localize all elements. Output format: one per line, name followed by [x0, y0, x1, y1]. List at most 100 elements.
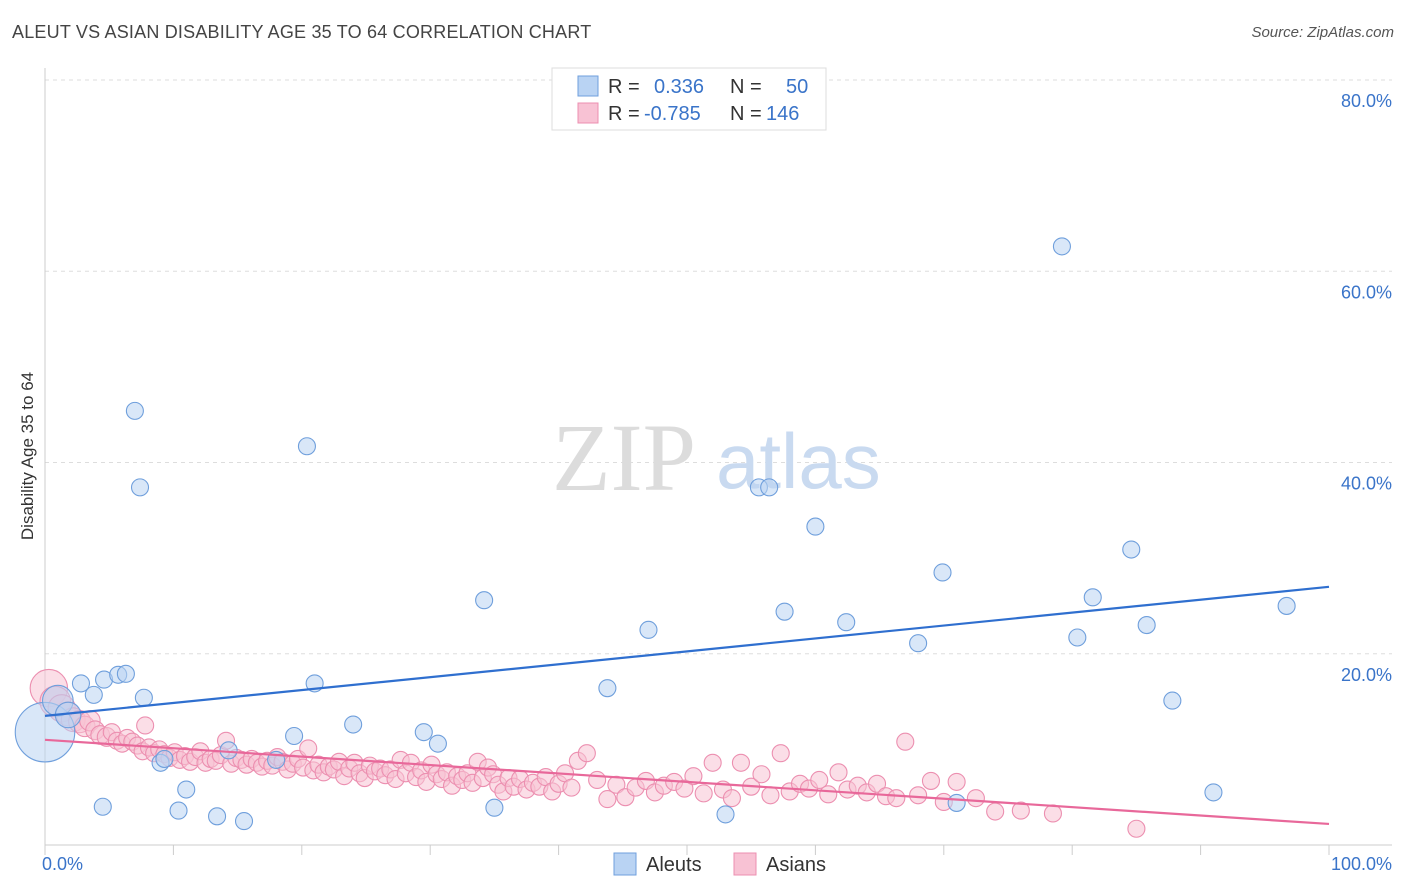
y-tick-labels: 20.0% 40.0% 60.0% 80.0%: [1341, 91, 1392, 685]
aleut-point-37: [933, 563, 952, 582]
watermark-zip: ZIP: [552, 404, 696, 511]
series-legend: Aleuts Asians: [613, 852, 826, 876]
stats-r-value-asian: -0.785: [644, 103, 701, 125]
asian-point-117: [731, 753, 750, 772]
aleut-point-44: [1163, 691, 1182, 710]
legend-label-asians: Asians: [766, 854, 826, 876]
aleut-point-13: [155, 749, 174, 768]
aleut-point-10: [130, 478, 150, 497]
aleut-trend-line: [44, 585, 1330, 718]
aleut-point-14: [169, 801, 188, 820]
asian-point-101: [577, 744, 596, 763]
aleut-point-21: [297, 437, 316, 456]
asian-point-134: [896, 732, 915, 751]
data-points: [14, 237, 1296, 838]
aleut-point-46: [1277, 596, 1296, 615]
stats-n-value-aleut: 50: [786, 76, 808, 98]
stats-legend-swatch-aleut: [577, 75, 599, 97]
legend-swatch-aleuts: [613, 852, 637, 876]
asian-point-113: [694, 784, 713, 803]
x-tick-label-max: 100.0%: [1331, 854, 1392, 874]
y-tick-label-60: 60.0%: [1341, 282, 1392, 302]
x-tick-labels: 0.0% 100.0%: [42, 854, 1392, 874]
aleut-point-33: [775, 602, 794, 621]
aleut-point-34: [806, 517, 825, 536]
aleut-point-16: [208, 807, 227, 826]
aleut-point-11: [134, 688, 153, 707]
aleut-point-28: [598, 679, 617, 698]
aleut-point-17: [219, 741, 238, 760]
asian-point-139: [966, 789, 985, 808]
aleut-point-27: [485, 798, 504, 817]
aleut-point-15: [177, 780, 196, 799]
x-tick-label-min: 0.0%: [42, 854, 83, 874]
stats-legend: R = 0.336 N = 50 R = -0.785 N = 146: [551, 67, 827, 131]
aleut-point-36: [909, 634, 928, 653]
stats-r-label-aleut: R =: [608, 76, 640, 98]
stats-r-label-asian: R =: [608, 103, 640, 125]
asian-point-141: [1011, 801, 1030, 820]
aleut-point-38: [947, 793, 966, 812]
x-axis-ticks: [44, 845, 1330, 855]
aleut-point-18: [234, 812, 254, 831]
aleut-point-32: [760, 478, 779, 497]
y-tick-label-80: 80.0%: [1341, 91, 1392, 111]
asian-point-135: [909, 786, 928, 805]
aleut-point-24: [414, 723, 433, 742]
grid-lines: [45, 79, 1392, 655]
stats-legend-swatch-asian: [577, 102, 599, 124]
aleut-point-42: [1122, 540, 1141, 559]
aleut-point-41: [1083, 588, 1102, 607]
asian-point-103: [598, 790, 617, 809]
watermark-atlas: atlas: [716, 417, 881, 505]
aleut-point-39: [1052, 237, 1071, 256]
stats-n-label-asian: N =: [730, 103, 762, 125]
asian-point-133: [887, 789, 906, 808]
aleut-point-4: [84, 685, 103, 704]
asian-point-140: [986, 802, 1005, 821]
aleut-point-20: [285, 726, 304, 746]
asian-point-121: [771, 744, 790, 763]
asian-point-136: [921, 771, 941, 790]
aleut-point-40: [1068, 628, 1087, 647]
asian-point-114: [703, 753, 722, 772]
asian-point-126: [819, 785, 838, 804]
aleut-point-26: [475, 591, 494, 610]
watermark: ZIP atlas: [552, 404, 881, 511]
asian-point-131: [867, 774, 887, 793]
asian-point-120: [761, 786, 780, 805]
aleut-point-5: [93, 797, 112, 816]
legend-label-aleuts: Aleuts: [646, 854, 702, 876]
asian-point-111: [675, 779, 694, 798]
aleut-point-8: [116, 664, 135, 683]
asian-point-116: [722, 789, 741, 808]
chart-title: ALEUT VS ASIAN DISABILITY AGE 35 TO 64 C…: [12, 22, 592, 42]
aleut-point-30: [716, 805, 735, 824]
asian-point-125: [810, 770, 829, 790]
aleut-point-9: [125, 401, 144, 420]
asian-point-127: [829, 763, 848, 782]
source-label: Source: ZipAtlas.com: [1251, 24, 1394, 41]
stats-n-value-asian: 146: [766, 103, 799, 125]
asian-point-142: [1043, 804, 1062, 823]
stats-n-label-aleut: N =: [730, 76, 762, 98]
trend-lines: [44, 585, 1330, 826]
asian-point-102: [588, 770, 607, 790]
aleut-point-3: [71, 674, 91, 693]
asian-point-143: [1127, 819, 1146, 838]
aleut-point-43: [1137, 616, 1156, 635]
y-tick-label-20: 20.0%: [1341, 665, 1392, 685]
asian-point-112: [684, 767, 703, 786]
aleut-point-29: [639, 620, 658, 639]
aleut-point-45: [1204, 783, 1223, 802]
asian-point-99: [562, 778, 581, 797]
legend-swatch-asians: [733, 852, 757, 876]
asian-trend-line: [44, 738, 1330, 826]
stats-r-value-aleut: 0.336: [654, 76, 704, 98]
aleut-point-35: [837, 613, 856, 632]
asian-point-138: [947, 772, 966, 791]
aleut-point-23: [344, 715, 363, 734]
asian-point-18: [136, 716, 155, 735]
asian-point-119: [752, 765, 771, 784]
